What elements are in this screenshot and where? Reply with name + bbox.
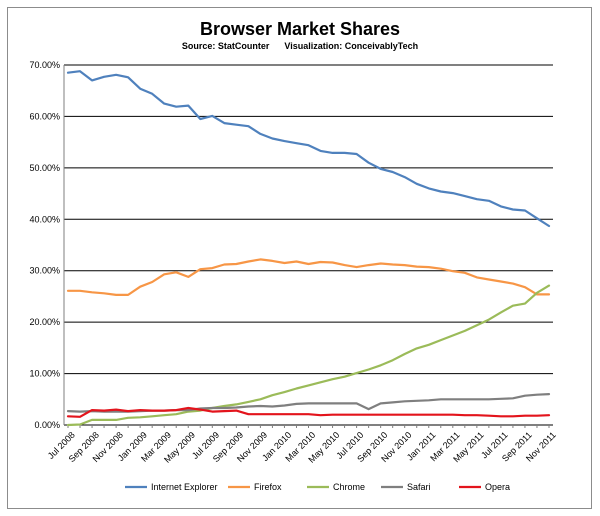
series-line-opera [66,406,551,418]
y-tick-label: 10.00% [29,369,60,379]
series-lines [66,70,551,427]
legend: Internet Explorer Firefox Chrome Safari Oper… [125,482,510,492]
chart-subtitle: Source: StatCounter Visualization: Conce… [182,41,418,51]
legend-label-firefox: Firefox [254,482,282,492]
legend-label-opera: Opera [485,482,510,492]
y-tick-label: 40.00% [29,214,60,224]
y-axis-tick-labels: 0.00% 10.00% 20.00% 30.00% 40.00% 50.00% 60.00… [29,60,60,430]
y-tick-label: 20.00% [29,317,60,327]
legend-label-internet-explorer: Internet Explorer [151,482,218,492]
y-tick-label: 0.00% [34,420,60,430]
chart-title: Browser Market Shares [200,19,400,39]
legend-label-chrome: Chrome [333,482,365,492]
legend-label-safari: Safari [407,482,431,492]
y-tick-label: 30.00% [29,266,60,276]
series-line-chrome [66,284,551,427]
y-tick-label: 60.00% [29,111,60,121]
y-tick-label: 50.00% [29,163,60,173]
gridlines [64,64,553,426]
series-line-internet-explorer [66,70,551,228]
series-line-firefox [66,258,551,296]
y-tick-label: 70.00% [29,60,60,70]
series-line-safari [66,393,551,413]
